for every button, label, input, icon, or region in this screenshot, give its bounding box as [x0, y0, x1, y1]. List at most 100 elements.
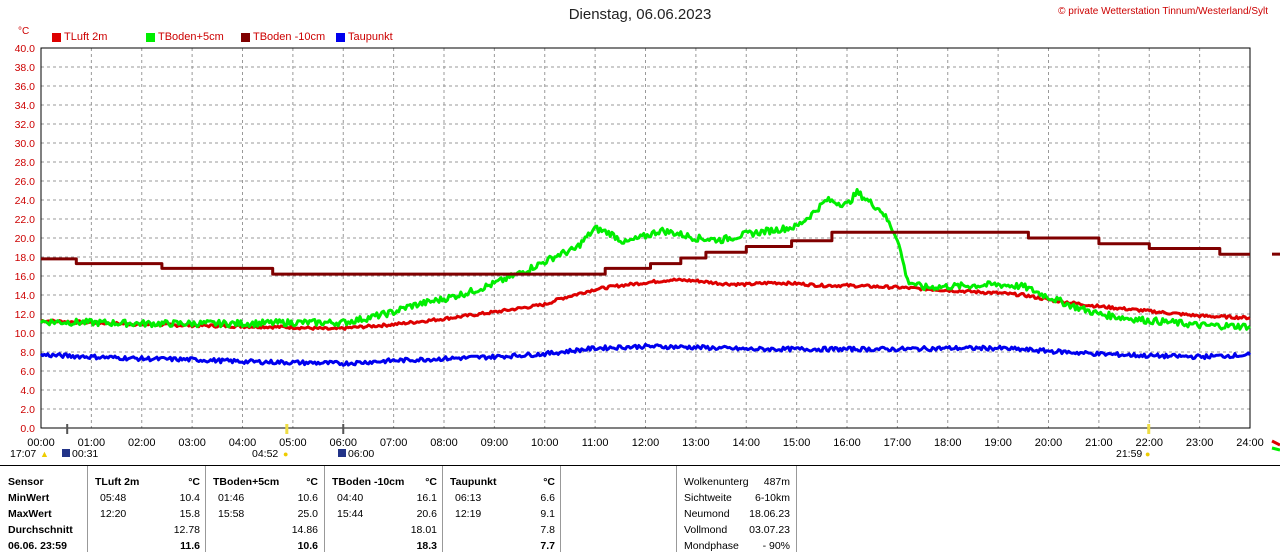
- y-tick-label: 6.0: [20, 366, 35, 378]
- x-tick-label: 08:00: [430, 437, 458, 449]
- series-line-3: [39, 342, 1252, 367]
- legend-label: TLuft 2m: [64, 31, 108, 43]
- column-divider: [324, 466, 325, 552]
- stats-col-unit: °C: [306, 476, 318, 488]
- moonset-icon: ▲: [40, 449, 49, 459]
- y-tick-label: 22.0: [15, 214, 36, 226]
- legend-item-tboden10: TBoden -10cm: [241, 31, 325, 43]
- info-value: 487m: [763, 476, 790, 488]
- legend-item-tboden5: TBoden+5cm: [146, 31, 224, 43]
- stats-col-unit: °C: [425, 476, 437, 488]
- unit-label: °C: [18, 26, 30, 37]
- sunset-time: 21:59: [1116, 448, 1143, 460]
- stats-avg-value: 12.78: [173, 524, 200, 536]
- y-tick-label: 20.0: [15, 233, 36, 245]
- stats-max-value: 15.8: [179, 508, 200, 520]
- legend-item-taupunkt: Taupunkt: [336, 31, 393, 43]
- x-tick-label: 21:00: [1085, 437, 1113, 449]
- x-tick-label: 03:00: [178, 437, 206, 449]
- row-label-max: MaxWert: [8, 508, 52, 520]
- y-tick-label: 12.0: [15, 309, 36, 321]
- x-tick-label: 11:00: [582, 437, 609, 449]
- y-tick-label: 38.0: [15, 62, 36, 74]
- sunrise-time: 04:52: [252, 448, 279, 460]
- plot-frame: [40, 47, 1251, 429]
- info-label: Vollmond: [684, 524, 728, 536]
- moonrise-time: 00:31: [72, 448, 99, 460]
- x-tick-label: 15:00: [783, 437, 811, 449]
- column-divider: [560, 466, 561, 552]
- stats-min-time: 05:48: [100, 492, 127, 504]
- y-tick-label: 28.0: [15, 157, 36, 169]
- stats-current-value: 11.6: [180, 540, 200, 552]
- stats-max-time: 15:44: [337, 508, 364, 520]
- legend-swatch: [336, 32, 345, 42]
- x-tick-label: 13:00: [682, 437, 710, 449]
- stats-col-unit: °C: [543, 476, 555, 488]
- x-tick-label: 07:00: [380, 437, 408, 449]
- stats-max-value: 20.6: [416, 508, 437, 520]
- x-tick-label: 22:00: [1135, 437, 1163, 449]
- x-tick-label: 12:00: [632, 437, 660, 449]
- stats-current-value: 7.7: [540, 540, 555, 552]
- column-divider: [676, 466, 677, 552]
- stats-avg-value: 18.01: [410, 524, 437, 536]
- marker-tluft: [1271, 439, 1280, 447]
- y-tick-label: 36.0: [15, 81, 36, 93]
- stats-col-header: TBoden+5cm: [213, 476, 280, 488]
- series-line-2: [41, 230, 1250, 276]
- y-tick-label: 34.0: [15, 100, 36, 112]
- column-divider: [442, 466, 443, 552]
- y-tick-label: 0.0: [20, 423, 35, 435]
- header-sensor: Sensor: [8, 476, 44, 488]
- legend-swatch: [146, 32, 155, 42]
- stats-min-time: 01:46: [218, 492, 245, 504]
- y-tick-label: 32.0: [15, 119, 36, 131]
- legend-label: Taupunkt: [348, 31, 393, 43]
- column-divider: [87, 466, 88, 552]
- stats-min-value: 10.4: [179, 492, 200, 504]
- sunrise-marker: [285, 424, 289, 434]
- stats-min-time: 06:13: [455, 492, 482, 504]
- x-tick-label: 10:00: [531, 437, 559, 449]
- y-tick-label: 16.0: [15, 271, 36, 283]
- stats-col-unit: °C: [188, 476, 200, 488]
- x-tick-label: 23:00: [1186, 437, 1214, 449]
- info-value: 03.07.23: [749, 524, 790, 536]
- x-tick-label: 05:00: [279, 437, 307, 449]
- series-line-1: [39, 188, 1251, 331]
- x-tick-label: 19:00: [984, 437, 1012, 449]
- row-label-min: MinWert: [8, 492, 50, 504]
- moonset-time: 17:07: [10, 448, 37, 460]
- y-tick-label: 26.0: [15, 176, 36, 188]
- stats-col-header: Taupunkt: [450, 476, 497, 488]
- y-tick-label: 10.0: [15, 328, 36, 340]
- page-title: Dienstag, 06.06.2023: [568, 6, 712, 23]
- stats-current-value: 18.3: [416, 540, 437, 552]
- x-tick-label: 00:00: [27, 437, 55, 449]
- y-tick-label: 8.0: [20, 347, 35, 359]
- legend-item-tluft: TLuft 2m: [52, 31, 107, 43]
- x-tick-label: 09:00: [481, 437, 509, 449]
- row-label-avg: Durchschnitt: [8, 524, 73, 536]
- y-tick-label: 18.0: [15, 252, 36, 264]
- info-label: Mondphase: [684, 540, 739, 552]
- stats-max-value: 9.1: [540, 508, 555, 520]
- y-tick-label: 30.0: [15, 138, 36, 150]
- info-value: - 90%: [762, 540, 790, 552]
- stats-max-time: 15:58: [218, 508, 245, 520]
- moon-marker: [342, 424, 345, 434]
- legend-swatch: [241, 32, 250, 42]
- moon-time: 06:00: [348, 448, 375, 460]
- stats-min-value: 6.6: [540, 492, 555, 504]
- x-tick-label: 16:00: [833, 437, 861, 449]
- info-value: 6-10km: [754, 492, 790, 504]
- sunrise-icon: ●: [283, 449, 289, 459]
- legend-label: TBoden+5cm: [158, 31, 224, 43]
- info-label: Sichtweite: [684, 492, 732, 504]
- y-tick-label: 14.0: [15, 290, 36, 302]
- stats-col-header: TLuft 2m: [95, 476, 140, 488]
- stats-min-time: 04:40: [337, 492, 364, 504]
- sunset-marker: [1147, 424, 1151, 434]
- stats-min-value: 10.6: [297, 492, 318, 504]
